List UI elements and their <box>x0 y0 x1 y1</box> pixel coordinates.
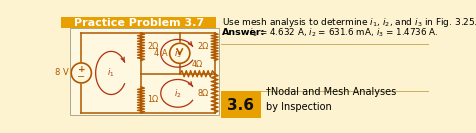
Text: −: − <box>77 72 85 82</box>
Text: +: + <box>77 65 85 74</box>
Text: 8 V: 8 V <box>55 68 69 77</box>
Text: 8Ω: 8Ω <box>197 89 208 98</box>
Text: $i_3$: $i_3$ <box>174 47 181 60</box>
Text: Answer:: Answer: <box>222 28 265 37</box>
Circle shape <box>169 43 189 63</box>
Text: 2Ω: 2Ω <box>197 42 208 51</box>
FancyBboxPatch shape <box>70 28 219 115</box>
Text: Practice Problem 3.7: Practice Problem 3.7 <box>73 18 203 28</box>
Text: $i_1$ = 4.632 A, $i_2$ = 631.6 mA, $i_3$ = 1.4736 A.: $i_1$ = 4.632 A, $i_2$ = 631.6 mA, $i_3$… <box>247 27 438 39</box>
Text: 1Ω: 1Ω <box>147 95 158 104</box>
Text: 2Ω: 2Ω <box>147 42 158 51</box>
Text: †Nodal and Mesh Analyses
by Inspection: †Nodal and Mesh Analyses by Inspection <box>265 87 395 111</box>
Text: 3.6: 3.6 <box>227 98 254 113</box>
Circle shape <box>71 63 91 83</box>
FancyBboxPatch shape <box>220 91 260 118</box>
Text: 4Ω: 4Ω <box>191 60 202 69</box>
Text: 4 A: 4 A <box>153 49 167 58</box>
Text: Use mesh analysis to determine $i_1$, $i_2$, and $i_3$ in Fig. 3.25.: Use mesh analysis to determine $i_1$, $i… <box>222 16 476 29</box>
Text: $i_2$: $i_2$ <box>174 87 181 100</box>
FancyBboxPatch shape <box>61 17 216 28</box>
Text: $i_1$: $i_1$ <box>107 67 115 79</box>
